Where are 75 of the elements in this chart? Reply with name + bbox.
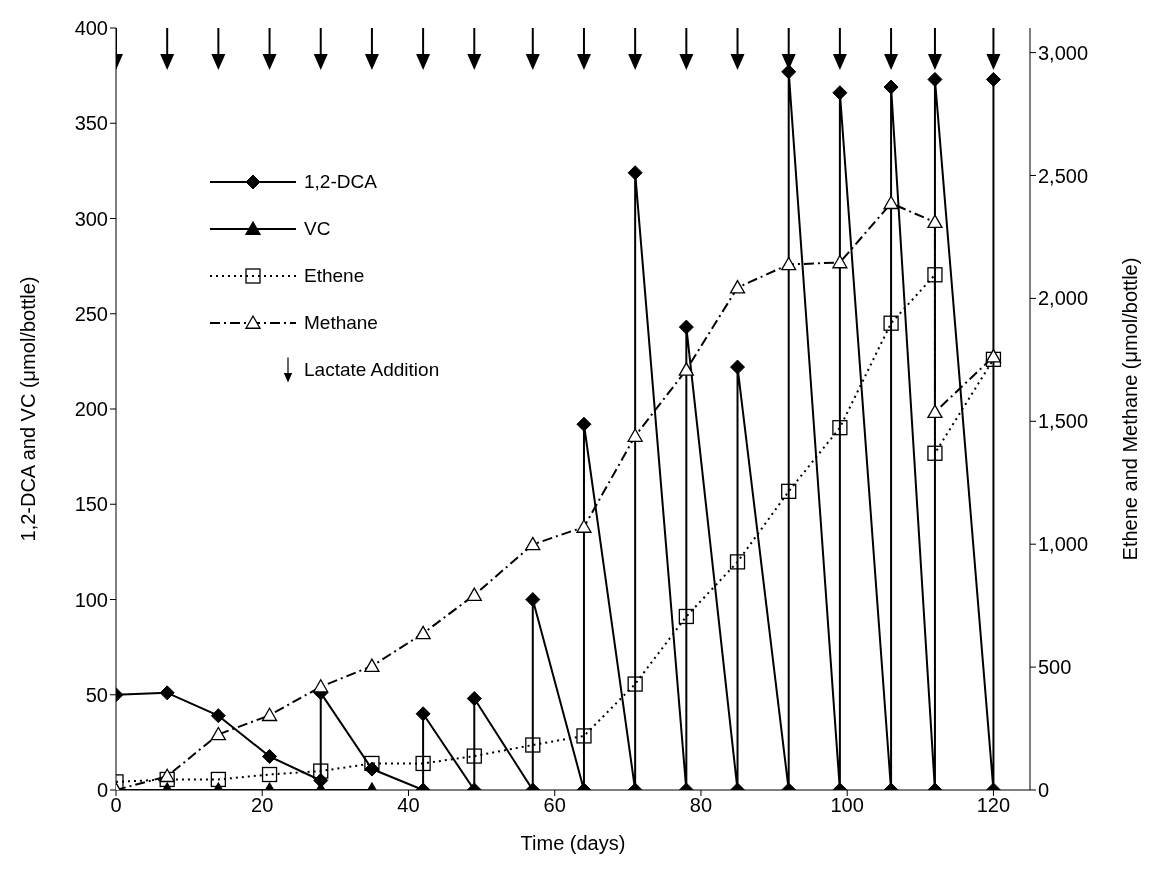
x-tick-label: 80 — [689, 794, 713, 817]
y-tick-label: 200 — [74, 398, 108, 421]
point — [730, 359, 746, 375]
point — [415, 755, 431, 772]
point — [883, 195, 899, 210]
point — [927, 404, 943, 419]
x-tick-label: 0 — [110, 794, 122, 817]
point — [159, 771, 175, 788]
point — [466, 587, 482, 601]
point — [210, 771, 227, 788]
point — [525, 536, 541, 551]
x-tick-label: 120 — [976, 794, 1011, 817]
point — [832, 254, 848, 269]
y2-tick-label: 500 — [1038, 656, 1072, 679]
point — [781, 64, 797, 80]
y-tick-label: 150 — [74, 493, 108, 516]
point — [832, 85, 848, 101]
x-axis-title: Time (days) — [520, 832, 626, 854]
point — [525, 737, 541, 753]
y2-axis-title: Ethene and Methane (μmol/bottle) — [1119, 257, 1142, 561]
point — [781, 483, 797, 499]
point — [985, 351, 1002, 367]
point — [927, 214, 943, 229]
point — [576, 728, 592, 744]
point — [576, 416, 592, 432]
point — [627, 165, 643, 181]
y2-tick-label: 0 — [1038, 779, 1050, 802]
point — [985, 348, 1002, 363]
point — [678, 362, 694, 376]
y-tick-label: 50 — [85, 683, 108, 706]
y2-tick-label: 2,000 — [1038, 287, 1089, 310]
x-tick-label: 100 — [830, 794, 864, 817]
y-tick-label: 100 — [74, 588, 108, 611]
point — [678, 319, 694, 335]
point — [627, 676, 643, 692]
point — [576, 519, 592, 533]
x-tick-label: 20 — [251, 794, 274, 817]
point — [159, 768, 175, 783]
point — [261, 766, 278, 783]
legend-label: Lactate Addition — [304, 358, 440, 381]
point — [261, 707, 278, 722]
y2-tick-label: 1,500 — [1038, 410, 1089, 433]
legend-label: Ethene — [304, 264, 365, 287]
y-tick-label: 250 — [74, 302, 108, 325]
y2-tick-label: 2,500 — [1038, 164, 1089, 187]
point — [985, 71, 1001, 87]
point — [313, 679, 329, 693]
legend-label: VC — [304, 217, 331, 240]
legend-label: Methane — [304, 311, 378, 334]
y-tick-label: 300 — [74, 207, 108, 230]
x-tick-label: 40 — [397, 794, 420, 817]
point — [364, 755, 380, 772]
point — [210, 726, 227, 741]
point — [927, 445, 943, 461]
point — [927, 71, 943, 87]
point — [627, 428, 643, 442]
y-tick-label: 400 — [74, 17, 108, 40]
point — [883, 315, 899, 331]
point — [466, 748, 482, 764]
point — [729, 554, 746, 570]
x-tick-label: 60 — [543, 794, 566, 817]
point — [729, 279, 746, 294]
y2-tick-label: 1,000 — [1038, 533, 1089, 556]
point — [678, 608, 694, 625]
point — [832, 420, 848, 436]
point — [364, 658, 380, 673]
point — [415, 625, 431, 640]
y-tick-label: 0 — [96, 779, 108, 802]
y2-tick-label: 3,000 — [1038, 41, 1089, 64]
legend-label: 1,2-DCA — [304, 170, 377, 193]
point — [927, 267, 943, 283]
y-axis-title: 1,2-DCA and VC (μmol/bottle) — [17, 276, 40, 542]
point — [883, 79, 899, 95]
point — [781, 256, 797, 271]
y-tick-label: 350 — [74, 112, 108, 135]
